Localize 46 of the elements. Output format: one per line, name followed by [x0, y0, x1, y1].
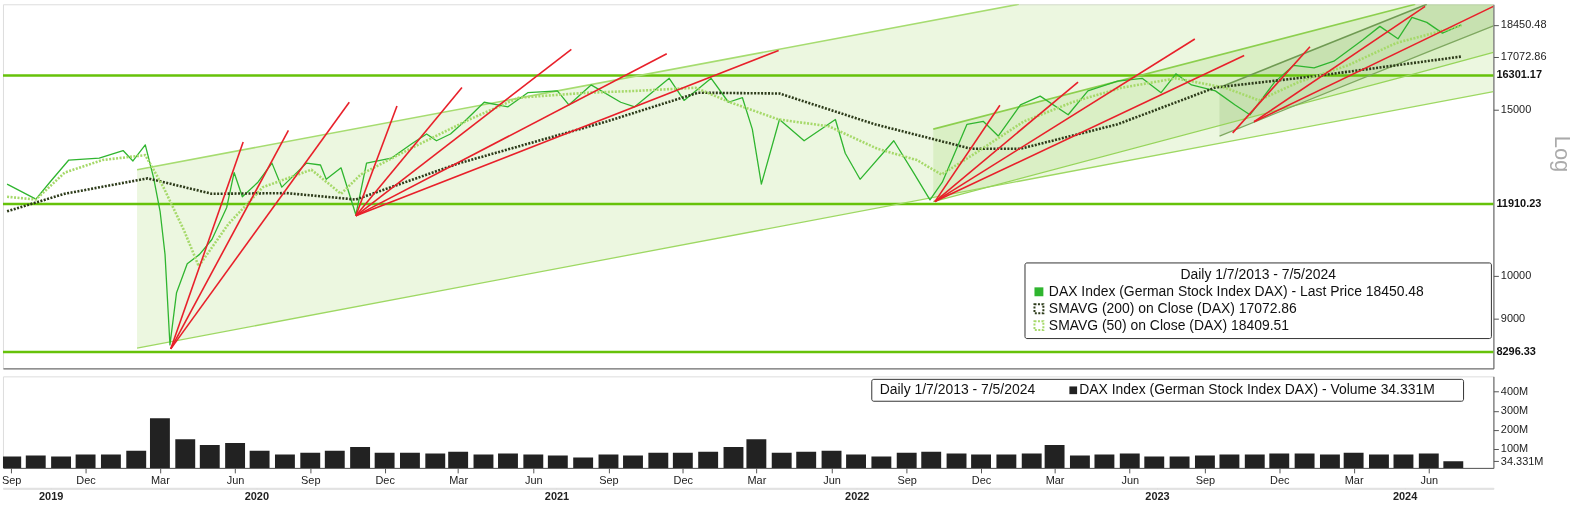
x-tick-label: Mar [1045, 474, 1065, 487]
x-tick-label: Sep [1195, 474, 1216, 487]
x-tick-label: Jun [1420, 474, 1439, 487]
y-tick-label: 15000 [1500, 103, 1532, 116]
ref-line-label: 8296.33 [1496, 344, 1536, 357]
x-tick-label: Sep [599, 474, 619, 487]
x-tick-label: Jun [1121, 474, 1140, 487]
ref-line-label: 11910.23 [1496, 196, 1542, 209]
x2-tick-label: 2024 [1392, 490, 1419, 503]
x-tick-label: Mar [747, 474, 767, 487]
x-tick-label: Sep [1, 474, 22, 487]
legend-label: SMAVG (200) on Close (DAX) 17072.86 [1048, 299, 1297, 316]
x2-tick-label: 2022 [845, 490, 870, 503]
x-tick-label: Jun [524, 474, 543, 487]
x-tick-label: Mar [151, 474, 171, 487]
x2-tick-label: 2021 [544, 490, 570, 503]
y-tick-label: 300M [1500, 404, 1529, 417]
x-tick-label: Mar [1344, 474, 1364, 487]
y-axis-title: Log [1550, 135, 1574, 173]
x-tick-label: Dec [971, 474, 992, 487]
x-tick-label: Sep [301, 474, 321, 487]
y-tick-label: 18450.48 [1500, 18, 1547, 31]
x2-tick-label: 2023 [1145, 490, 1170, 503]
ref-line-label: 16301.17 [1496, 68, 1543, 81]
legend-label: SMAVG (50) on Close (DAX) 18409.51 [1048, 316, 1290, 333]
x-tick-label: Mar [449, 474, 469, 487]
y-tick-label: 34.331M [1500, 454, 1544, 467]
x-tick-label: Sep [897, 474, 917, 487]
y-tick-label: 17072.86 [1500, 50, 1547, 63]
x-tick-label: Jun [226, 474, 245, 487]
y-tick-label: 100M [1500, 442, 1529, 455]
x-tick-label: Dec [673, 474, 694, 487]
x2-tick-label: 2019 [39, 490, 64, 503]
x-tick-label: Dec [1270, 474, 1291, 487]
y-tick-label: 200M [1500, 423, 1529, 436]
legend-label: DAX Index (German Stock Index DAX) - Volume 34.331M [1079, 381, 1435, 398]
x-tick-label: Jun [823, 474, 841, 487]
legend-title: Daily 1/7/2013 - 7/5/2024 [1180, 265, 1337, 282]
y-tick-label: 9000 [1500, 312, 1526, 325]
legend-title: Daily 1/7/2013 - 7/5/2024 [879, 381, 1036, 398]
y-tick-label: 400M [1500, 385, 1529, 398]
legend-label: DAX Index (German Stock Index DAX) - Last Price 18450.48 [1048, 282, 1425, 299]
x-tick-label: Dec [375, 474, 396, 487]
x2-tick-label: 2020 [244, 490, 269, 503]
x-tick-label: Dec [76, 474, 97, 487]
y-tick-label: 10000 [1500, 269, 1532, 282]
